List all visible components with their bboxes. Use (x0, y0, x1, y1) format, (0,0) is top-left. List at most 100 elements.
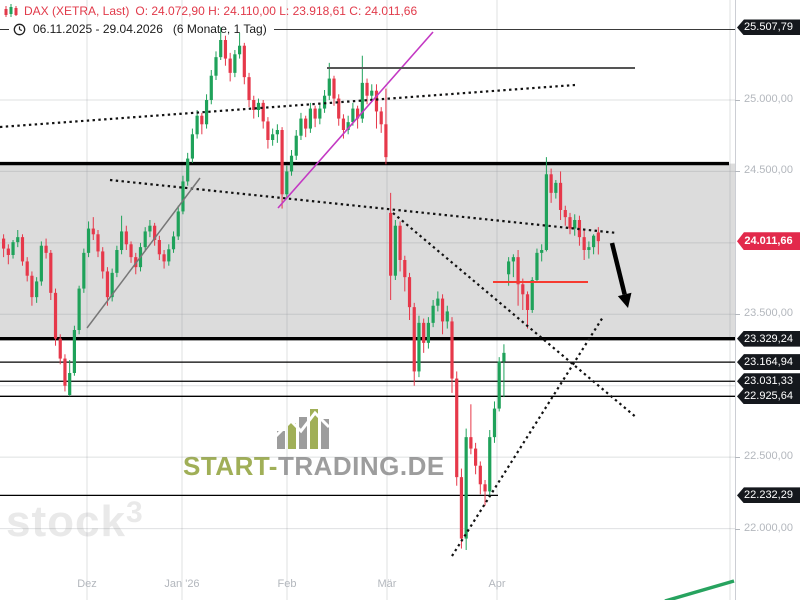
candle[interactable] (49, 252, 53, 293)
candle[interactable] (289, 155, 294, 172)
candle[interactable] (129, 244, 133, 258)
candle[interactable] (313, 108, 317, 119)
candle[interactable] (16, 237, 20, 243)
candle[interactable] (455, 378, 459, 478)
candle[interactable] (398, 225, 402, 260)
trendline-annotations[interactable] (0, 31, 735, 600)
candle[interactable] (544, 174, 548, 250)
candle[interactable] (2, 238, 6, 249)
candle[interactable] (403, 260, 407, 278)
date-range[interactable]: 06.11.2025 - 29.04.2026 (33, 22, 163, 36)
candle[interactable] (535, 252, 539, 280)
candle[interactable] (153, 225, 157, 240)
candle[interactable] (72, 330, 76, 373)
candle[interactable] (35, 281, 39, 298)
candle[interactable] (332, 78, 336, 99)
candle[interactable] (294, 135, 298, 156)
candle[interactable] (464, 437, 468, 539)
candle[interactable] (252, 100, 256, 110)
candle[interactable] (157, 240, 161, 255)
candle[interactable] (209, 75, 213, 100)
price-chart[interactable] (0, 0, 735, 600)
candle[interactable] (393, 225, 397, 276)
candle[interactable] (568, 217, 572, 229)
candle[interactable] (389, 212, 393, 276)
candle[interactable] (299, 118, 303, 136)
candle[interactable] (365, 82, 369, 96)
candle[interactable] (525, 294, 530, 310)
clock-icon[interactable] (13, 23, 26, 36)
candle[interactable] (162, 254, 166, 262)
candle[interactable] (474, 448, 478, 466)
candle[interactable] (563, 210, 567, 218)
month-label[interactable]: Feb (277, 578, 297, 590)
candle[interactable] (228, 58, 232, 73)
candle[interactable] (91, 228, 95, 235)
candle[interactable] (11, 242, 15, 255)
candle[interactable] (318, 108, 322, 119)
candle[interactable] (25, 261, 29, 276)
candle[interactable] (190, 134, 194, 159)
candle[interactable] (483, 484, 487, 492)
candle[interactable] (171, 236, 176, 250)
candle[interactable] (53, 292, 58, 339)
horizontal-levels[interactable] (0, 161, 735, 497)
candle[interactable] (77, 288, 81, 330)
candle[interactable] (322, 95, 327, 109)
candle[interactable] (233, 54, 237, 73)
candle[interactable] (285, 171, 289, 195)
candle[interactable] (242, 45, 246, 78)
candle[interactable] (341, 118, 346, 130)
instrument-title[interactable]: DAX (XETRA, Last) (24, 4, 130, 18)
candle[interactable] (266, 121, 270, 140)
candle[interactable] (167, 249, 171, 262)
candle[interactable] (370, 90, 374, 96)
candle[interactable] (195, 115, 199, 135)
candle[interactable] (105, 271, 110, 298)
candle[interactable] (346, 122, 350, 130)
last-price-badge[interactable]: 24.011,66 (737, 232, 800, 251)
candle[interactable] (247, 77, 251, 100)
candle[interactable] (271, 134, 275, 140)
candle[interactable] (186, 158, 190, 182)
candle[interactable] (587, 247, 591, 250)
candle[interactable] (592, 235, 596, 248)
candle[interactable] (431, 305, 435, 323)
candle[interactable] (469, 437, 473, 449)
candle[interactable] (379, 111, 383, 125)
candle[interactable] (407, 277, 412, 308)
candle[interactable] (516, 257, 520, 285)
candle[interactable] (356, 108, 360, 119)
candle[interactable] (497, 361, 501, 409)
level-price-badge[interactable]: 22.925,64 (737, 388, 800, 405)
candle[interactable] (30, 275, 34, 298)
candle[interactable] (521, 284, 525, 295)
candle[interactable] (96, 234, 100, 252)
down-arrow-head[interactable] (617, 292, 632, 308)
candle[interactable] (573, 220, 577, 229)
price-axis[interactable]: 25.000,00 24.500,00 23.500,00 22.500,00 22.0… (735, 0, 800, 600)
candle[interactable] (63, 358, 67, 386)
candle[interactable] (426, 322, 430, 343)
resistance-support-zone[interactable] (0, 163, 735, 339)
candlestick-series[interactable] (2, 27, 600, 550)
candle[interactable] (280, 130, 284, 195)
candle[interactable] (115, 250, 119, 273)
candle[interactable] (143, 231, 147, 248)
candle[interactable] (412, 307, 416, 372)
candle[interactable] (337, 98, 341, 119)
candle[interactable] (327, 78, 331, 96)
candle[interactable] (204, 100, 209, 125)
candle[interactable] (530, 280, 534, 310)
candle[interactable] (384, 124, 388, 158)
candle[interactable] (58, 338, 62, 359)
candle[interactable] (68, 373, 72, 395)
candle[interactable] (549, 174, 553, 193)
candle[interactable] (374, 90, 379, 112)
candle[interactable] (261, 102, 265, 122)
candle[interactable] (86, 228, 91, 253)
candle[interactable] (176, 211, 180, 237)
candle[interactable] (200, 115, 204, 125)
month-label[interactable]: Jan '26 (164, 578, 200, 590)
candle[interactable] (148, 225, 152, 232)
